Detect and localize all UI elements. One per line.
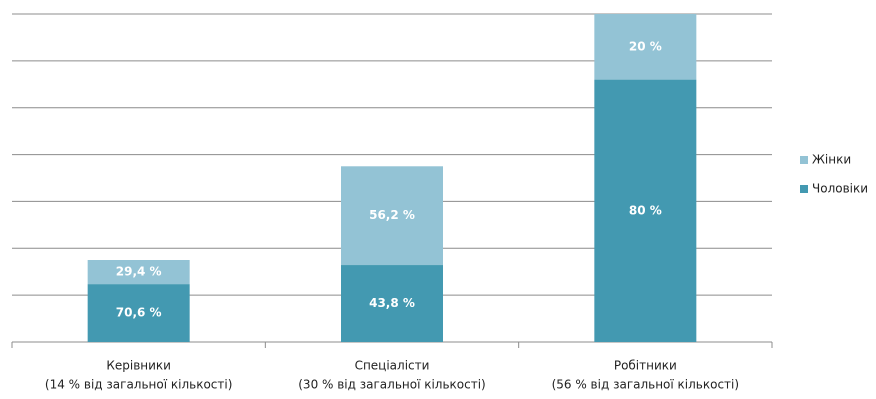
bar-segment: [87, 284, 190, 342]
value-label: 43,8 %: [369, 296, 415, 310]
value-label: 80 %: [629, 203, 662, 217]
x-tick-label: Керівники: [106, 359, 171, 373]
legend-swatch: [800, 185, 808, 193]
x-tick-sublabel: (30 % від загальної кількості): [298, 378, 486, 392]
x-tick-sublabel: (56 % від загальної кількості): [552, 378, 740, 392]
value-label: 70,6 %: [116, 306, 162, 320]
value-label: 56,2 %: [369, 208, 415, 222]
x-tick-label: Спеціалісти: [355, 359, 430, 373]
bar-segment: [594, 79, 697, 342]
bar-segment: [87, 260, 190, 285]
x-tick-label: Робітники: [614, 359, 677, 373]
value-label: 29,4 %: [116, 265, 162, 279]
bar-segment: [341, 265, 443, 342]
value-label: 20 %: [629, 39, 662, 53]
x-tick-sublabel: (14 % від загальної кількості): [45, 378, 233, 392]
bar-segment: [341, 166, 443, 266]
legend-label: Чоловіки: [812, 182, 868, 196]
legend-label: Жінки: [812, 153, 851, 167]
legend-swatch: [800, 156, 808, 164]
bar-segment: [594, 14, 697, 80]
